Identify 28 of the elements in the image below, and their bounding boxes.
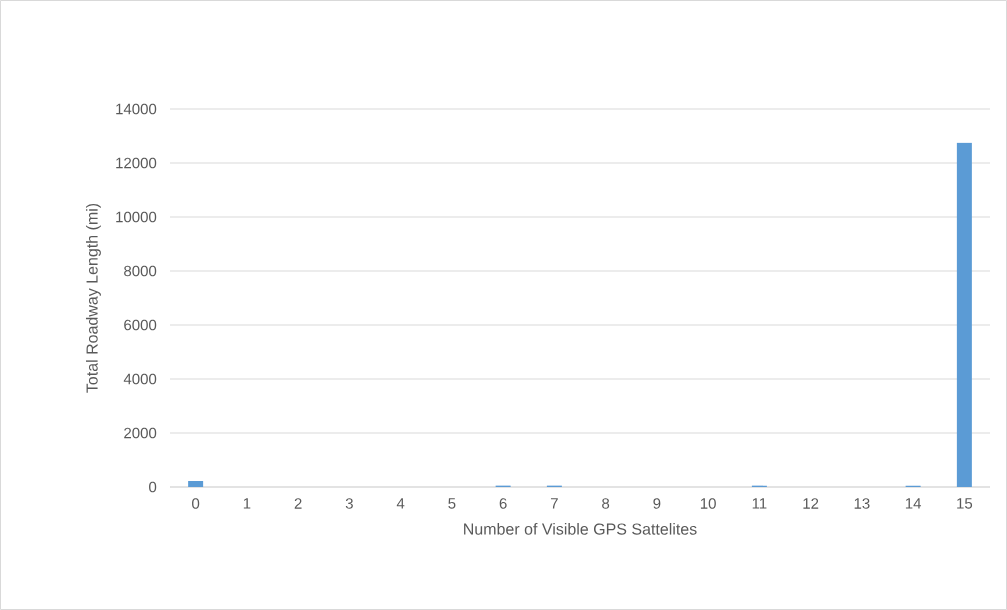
y-tick-label: 12000: [116, 157, 157, 169]
x-tick-label: 5: [448, 498, 456, 509]
x-tick-label: 11: [752, 498, 767, 509]
x-tick-label: 9: [653, 498, 661, 509]
x-tick-label: 0: [192, 498, 200, 509]
x-tick-label: 1: [243, 498, 251, 509]
y-tick-label: 10000: [116, 211, 157, 223]
x-axis-title: Number of Visible GPS Sattelites: [464, 523, 697, 535]
y-tick-label: 8000: [124, 265, 157, 277]
x-tick-label: 15: [957, 498, 973, 509]
bar: [956, 142, 972, 487]
x-tick-label: 13: [854, 498, 870, 509]
bar: [188, 481, 204, 487]
y-axis-title: Total Roadway Length (mi): [85, 203, 101, 393]
y-tick-label: 4000: [123, 373, 157, 385]
x-tick-label: 12: [803, 498, 819, 509]
x-tick-label: 7: [550, 498, 558, 509]
y-tick-label: 6000: [124, 319, 157, 331]
x-tick-label: 2: [294, 498, 302, 509]
x-tick-label: 3: [345, 498, 353, 509]
x-tick-label: 10: [700, 498, 716, 509]
x-tick-label: 4: [396, 498, 405, 509]
x-tick-label: 6: [499, 498, 507, 509]
y-tick-label: 0: [149, 481, 157, 493]
x-tick-label: 8: [602, 498, 610, 509]
y-tick-label: 14000: [116, 103, 157, 115]
x-tick-label: 14: [905, 498, 922, 509]
y-tick-label: 2000: [124, 427, 157, 439]
